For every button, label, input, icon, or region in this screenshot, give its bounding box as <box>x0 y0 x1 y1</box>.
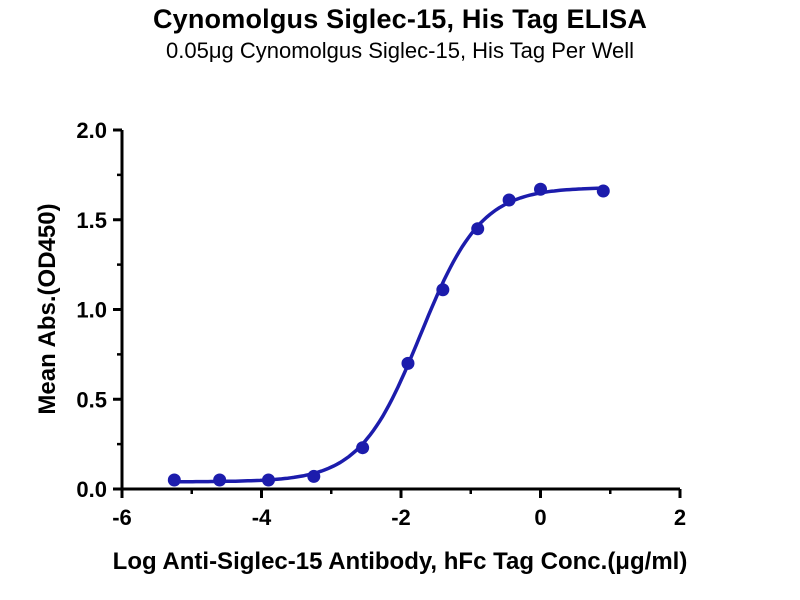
data-point <box>401 356 415 370</box>
y-tick-label: 0.0 <box>76 477 107 502</box>
x-axis-label: Log Anti-Siglec-15 Antibody, hFc Tag Con… <box>112 548 688 575</box>
data-point <box>596 184 610 198</box>
data-point <box>307 469 321 483</box>
data-point <box>534 182 547 196</box>
x-tick-label: -6 <box>112 505 132 530</box>
data-point <box>213 473 227 487</box>
y-tick-label: 1.0 <box>76 298 107 323</box>
data-point <box>502 193 516 207</box>
x-tick-label: -2 <box>391 505 411 530</box>
chart-title: Cynomolgus Siglec-15, His Tag ELISA <box>152 4 648 34</box>
data-point <box>356 441 370 455</box>
y-tick-label: 2.0 <box>76 118 107 143</box>
data-point <box>167 473 181 487</box>
x-tick-label: -4 <box>252 505 272 530</box>
data-point <box>261 473 275 487</box>
chart-subtitle: 0.05μg Cynomolgus Siglec-15, His Tag Per… <box>166 38 634 63</box>
data-point <box>471 222 485 236</box>
x-tick-label: 0 <box>534 505 546 530</box>
y-tick-label: 1.5 <box>76 208 107 233</box>
data-point <box>436 283 450 297</box>
y-tick-label: 0.5 <box>76 387 107 412</box>
x-tick-label: 2 <box>674 505 686 530</box>
fit-curve <box>172 186 606 484</box>
